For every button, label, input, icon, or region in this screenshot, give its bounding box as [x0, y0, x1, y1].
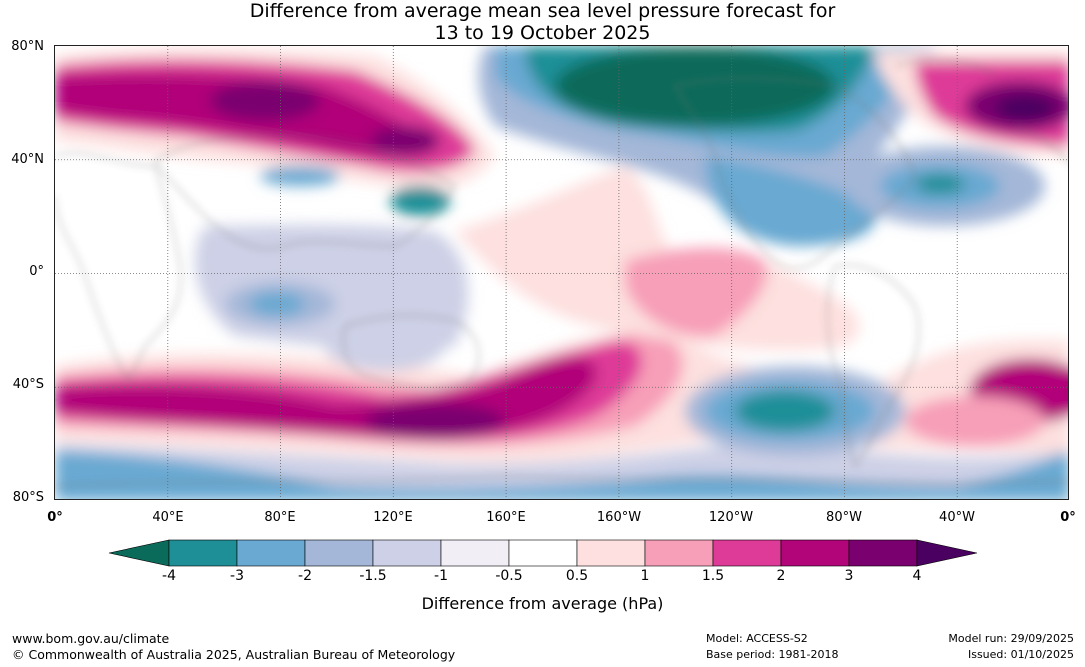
x-tick-80e: 80°E — [264, 510, 295, 525]
map-svg — [55, 46, 1069, 500]
colorbar-segment — [169, 540, 237, 566]
east-asia-high-core — [370, 126, 440, 156]
y-tick-equator: 0° — [29, 264, 44, 279]
coast-africa — [55, 153, 181, 378]
colorbar-segment — [441, 540, 509, 566]
colorbar-tick: -3 — [230, 568, 244, 584]
colorbar-tick: 1.5 — [702, 568, 724, 584]
pressure-anomaly-map — [54, 45, 1069, 500]
y-tick-80s: 80°S — [13, 490, 44, 505]
colorbar-segment — [509, 540, 577, 566]
low-south-indian-core — [365, 403, 505, 439]
colorbar-segment — [305, 540, 373, 566]
footer-issued: Issued: 01/10/2025 — [968, 648, 1074, 661]
colorbar-segment — [849, 540, 917, 566]
y-tick-40n: 40°N — [11, 152, 44, 167]
colorbar-tick: -2 — [298, 568, 312, 584]
footer-model-run: Model run: 29/09/2025 — [948, 632, 1074, 645]
x-tick-40e: 40°E — [152, 510, 183, 525]
x-tick-120e: 120°E — [373, 510, 413, 525]
colorbar-segment — [577, 540, 645, 566]
colorbar-segment — [645, 540, 713, 566]
siberian-high-core — [210, 81, 320, 121]
colorbar-tick: 3 — [845, 568, 854, 584]
high-south-atlantic-pink — [905, 396, 1045, 446]
x-tick-40w: 40°W — [939, 510, 975, 525]
footer-base-period: Base period: 1981-2018 — [706, 648, 838, 661]
colorbar-extend-low — [109, 540, 169, 566]
colorbar-segment — [373, 540, 441, 566]
footer-website: www.bom.gov.au/climate — [12, 631, 169, 646]
japan-low — [390, 186, 450, 216]
tibet-low — [260, 166, 340, 186]
alaska-low-core — [555, 46, 835, 126]
australia-low — [325, 321, 445, 371]
colorbar-tick: -1 — [434, 568, 448, 584]
colorbar-tick: 1 — [641, 568, 650, 584]
title-line-1: Difference from average mean sea level p… — [0, 0, 1085, 22]
y-tick-80n: 80°N — [11, 39, 44, 54]
colorbar-tick: -1.5 — [359, 568, 386, 584]
colorbar-segment — [781, 540, 849, 566]
x-tick-0-left: 0° — [47, 510, 63, 525]
x-tick-0-right: 0° — [1060, 510, 1076, 525]
title-line-2: 13 to 19 October 2025 — [0, 22, 1085, 44]
x-tick-80w: 80°W — [826, 510, 862, 525]
map-title: Difference from average mean sea level p… — [0, 0, 1085, 44]
colorbar-tick: -4 — [162, 568, 176, 584]
indian-ocean-low-core — [249, 292, 305, 316]
low-south-pacific-core — [735, 391, 835, 431]
x-tick-160w: 160°W — [597, 510, 641, 525]
colorbar-segment — [237, 540, 305, 566]
colorbar-title: Difference from average (hPa) — [0, 594, 1085, 613]
footer-copyright: © Commonwealth of Australia 2025, Austra… — [12, 647, 455, 662]
colorbar-tick: 2 — [777, 568, 786, 584]
anomaly-field — [55, 46, 1069, 500]
colorbar — [108, 538, 980, 572]
colorbar-segment — [713, 540, 781, 566]
north-atlantic-high-core-dark — [995, 95, 1055, 121]
colorbar-extend-high — [917, 540, 977, 566]
y-tick-40s: 40°S — [13, 377, 44, 392]
colorbar-tick: 0.5 — [566, 568, 588, 584]
x-tick-120w: 120°W — [709, 510, 753, 525]
footer-model: Model: ACCESS-S2 — [706, 632, 808, 645]
colorbar-tick: 4 — [913, 568, 922, 584]
colorbar-tick: -0.5 — [495, 568, 522, 584]
x-tick-160e: 160°E — [486, 510, 526, 525]
